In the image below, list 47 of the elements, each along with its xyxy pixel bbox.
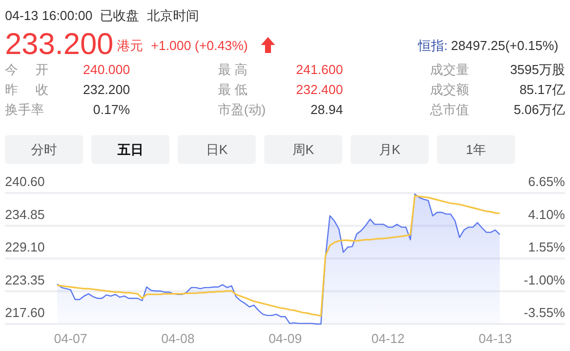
text: 5.06万亿 <box>514 102 565 117</box>
text: 今 开 <box>5 62 49 77</box>
y-tick-label: 229.10 <box>5 240 45 254</box>
text: 241.600 <box>296 62 343 77</box>
text: 232.400 <box>296 82 343 97</box>
text: 3595万股 <box>510 62 565 77</box>
text: 港元 <box>117 38 143 53</box>
y2-tick-label: 6.65% <box>528 174 566 189</box>
text: 月K <box>378 142 401 157</box>
text: 232.200 <box>83 82 130 97</box>
text: 周K <box>292 142 314 157</box>
y-tick-label: 240.60 <box>5 174 45 189</box>
text: 240.000 <box>83 62 130 77</box>
text: 分时 <box>31 142 57 157</box>
text: 04-13 16:00:00 <box>5 8 92 23</box>
text: 233.200 <box>5 28 114 61</box>
text: 换手率 <box>5 102 44 117</box>
text: 北京时间 <box>147 8 199 23</box>
text: 恒指: <box>417 38 448 53</box>
y-tick-label: 217.60 <box>5 305 45 320</box>
text: 日K <box>206 142 228 157</box>
text: 成交量 <box>430 62 469 77</box>
y2-tick-label: 1.55% <box>528 240 566 254</box>
x-tick-label: 04-08 <box>161 331 195 346</box>
y2-tick-label: -1.00% <box>524 272 566 288</box>
text: 五日 <box>116 142 144 157</box>
text: 最 低 <box>218 82 248 97</box>
y-tick-label: 223.35 <box>5 272 45 288</box>
text: 28497.25(+0.15%) <box>451 38 558 53</box>
x-tick-label: 04-12 <box>371 331 405 346</box>
text: 85.17亿 <box>519 82 565 97</box>
text: 成交额 <box>430 82 469 97</box>
text: 28.94 <box>310 102 343 117</box>
text: 0.17% <box>93 102 130 117</box>
text: +1.000 (+0.43%) <box>151 38 248 53</box>
y2-tick-label: 4.10% <box>528 206 566 222</box>
text: 市盈(动) <box>218 102 266 117</box>
x-tick-label: 04-07 <box>54 331 88 346</box>
x-tick-label: 04-09 <box>268 331 302 346</box>
y2-tick-label: -3.55% <box>524 305 566 320</box>
text: 1年 <box>466 142 486 157</box>
y-tick-label: 234.85 <box>5 206 45 222</box>
text: 已收盘 <box>100 8 139 23</box>
text: 昨 收 <box>5 82 49 97</box>
text: 最 高 <box>218 62 248 77</box>
text: 总市值 <box>429 102 469 117</box>
x-tick-label: 04-13 <box>478 331 512 346</box>
